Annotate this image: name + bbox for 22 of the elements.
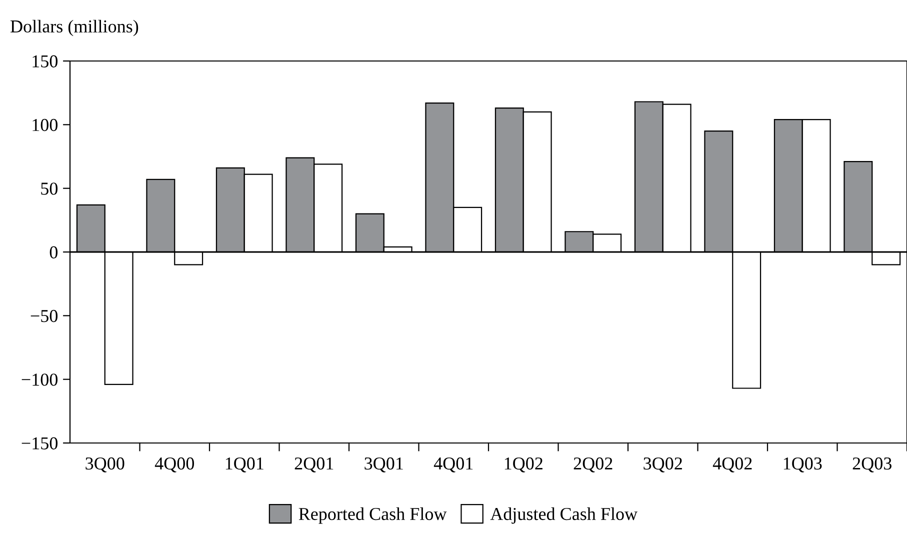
x-tick-label: 1Q01: [226, 457, 264, 472]
y-tick-label: −50: [30, 310, 58, 322]
y-tick-label: 150: [32, 55, 58, 68]
x-tick-label: 4Q01: [434, 457, 473, 472]
legend-label: Adjusted Cash Flow: [490, 507, 638, 524]
x-tick-label: 3Q02: [644, 457, 682, 472]
legend-label: Reported Cash Flow: [298, 507, 447, 524]
x-tick-label: 2Q01: [294, 457, 334, 472]
y-tick-label: −150: [22, 437, 58, 450]
y-tick-label: 50: [41, 182, 58, 195]
y-tick-label: 100: [32, 118, 58, 132]
x-tick-label: 4Q00: [154, 457, 194, 472]
x-tick-label: 1Q02: [504, 457, 542, 472]
y-tick-label: −100: [22, 374, 58, 386]
y-axis-title: Dollars (millions): [10, 20, 138, 36]
x-tick-label: 2Q02: [574, 457, 612, 472]
x-tick-label: 3Q00: [86, 457, 124, 472]
x-tick-label: 3Q01: [364, 457, 403, 472]
x-tick-label: 4Q02: [712, 457, 752, 472]
x-tick-label: 2Q03: [852, 457, 892, 472]
y-tick-label: 0: [50, 246, 58, 258]
x-tick-label: 1Q03: [784, 457, 822, 472]
